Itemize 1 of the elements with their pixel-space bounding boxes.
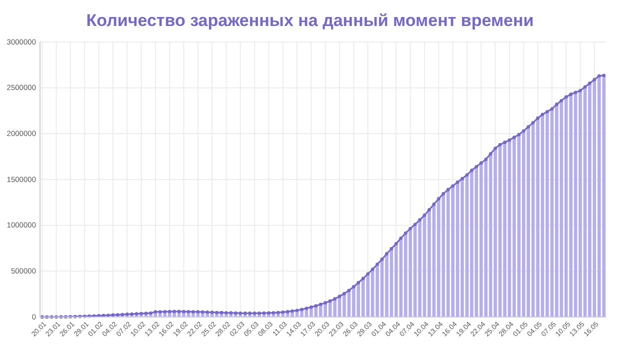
chart-title: Количество зараженных на данный момент времени [86, 11, 534, 30]
